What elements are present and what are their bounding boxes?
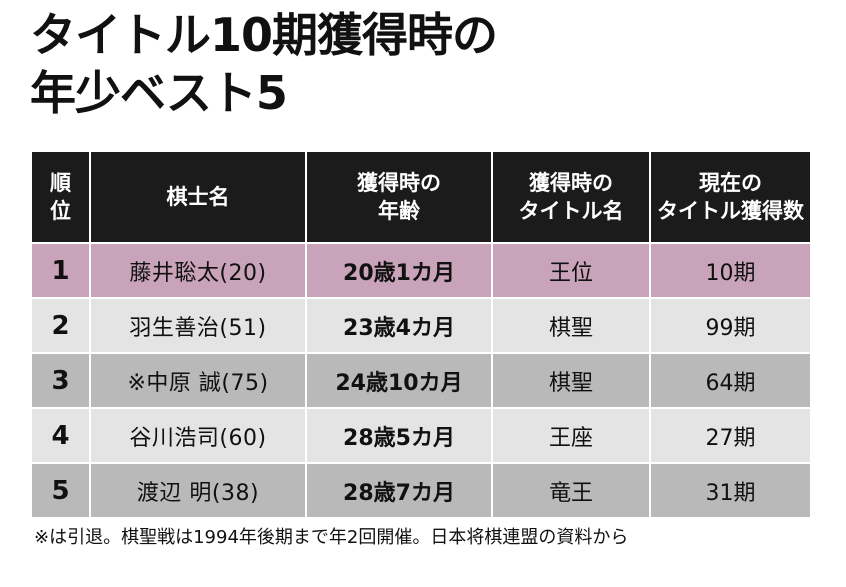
count-cell: 10期 bbox=[650, 242, 810, 298]
title-cell: 王位 bbox=[492, 242, 651, 298]
header-age-line-2: 年齢 bbox=[378, 199, 420, 223]
age-cell: 23歳4カ月 bbox=[306, 297, 493, 353]
title-cell: 王座 bbox=[492, 407, 651, 463]
header-player-name: 棋士名 bbox=[90, 152, 307, 243]
table-header: 順 位 棋士名 獲得時の 年齢 獲得時の タイトル名 現在の タイトル獲得数 bbox=[32, 152, 810, 243]
header-player-name-line-1: 棋士名 bbox=[166, 185, 230, 209]
rank-cell: 1 bbox=[32, 242, 91, 298]
rank-cell: 3 bbox=[32, 352, 91, 408]
title-cell: 棋聖 bbox=[492, 297, 651, 353]
count-cell: 99期 bbox=[650, 297, 810, 353]
age-cell: 28歳5カ月 bbox=[306, 407, 493, 463]
header-age-line-1: 獲得時の bbox=[357, 171, 441, 195]
header-title-line-1: 獲得時の bbox=[529, 171, 613, 195]
rank-cell: 2 bbox=[32, 297, 91, 353]
header-title-at-acquisition: 獲得時の タイトル名 bbox=[492, 152, 651, 243]
age-cell: 28歳7カ月 bbox=[306, 462, 493, 517]
player-name-cell: 藤井聡太(20) bbox=[90, 242, 307, 298]
header-age-at-acquisition: 獲得時の 年齢 bbox=[306, 152, 493, 243]
player-name-cell: ※中原 誠(75) bbox=[90, 352, 307, 408]
title-line-1: タイトル10期獲得時の bbox=[30, 8, 498, 62]
table-body: 1 藤井聡太(20) 20歳1カ月 王位 10期 2 羽生善治(51) 23歳4… bbox=[32, 242, 810, 517]
rank-cell: 4 bbox=[32, 407, 91, 463]
title-cell: 竜王 bbox=[492, 462, 651, 517]
header-rank-line-1: 順 bbox=[50, 171, 71, 195]
header-rank-line-2: 位 bbox=[50, 199, 71, 223]
count-cell: 27期 bbox=[650, 407, 810, 463]
table-row: 4 谷川浩司(60) 28歳5カ月 王座 27期 bbox=[32, 407, 810, 463]
table-row: 1 藤井聡太(20) 20歳1カ月 王位 10期 bbox=[32, 242, 810, 298]
ranking-table: 順 位 棋士名 獲得時の 年齢 獲得時の タイトル名 現在の タイトル獲得数 1… bbox=[32, 152, 810, 517]
header-current-title-count: 現在の タイトル獲得数 bbox=[650, 152, 810, 243]
rank-cell: 5 bbox=[32, 462, 91, 517]
header-title-line-2: タイトル名 bbox=[518, 199, 624, 223]
header-count-line-2: タイトル獲得数 bbox=[657, 199, 804, 223]
title-line-2: 年少ベスト5 bbox=[30, 66, 288, 120]
age-cell: 24歳10カ月 bbox=[306, 352, 493, 408]
age-cell: 20歳1カ月 bbox=[306, 242, 493, 298]
title-cell: 棋聖 bbox=[492, 352, 651, 408]
header-rank: 順 位 bbox=[32, 152, 91, 243]
player-name-cell: 渡辺 明(38) bbox=[90, 462, 307, 517]
table-row: 2 羽生善治(51) 23歳4カ月 棋聖 99期 bbox=[32, 297, 810, 353]
header-row: 順 位 棋士名 獲得時の 年齢 獲得時の タイトル名 現在の タイトル獲得数 bbox=[32, 152, 810, 243]
table-row: 3 ※中原 誠(75) 24歳10カ月 棋聖 64期 bbox=[32, 352, 810, 408]
player-name-cell: 羽生善治(51) bbox=[90, 297, 307, 353]
footnote: ※は引退。棋聖戦は1994年後期まで年2回開催。日本将棋連盟の資料から bbox=[34, 527, 629, 548]
count-cell: 31期 bbox=[650, 462, 810, 517]
player-name-cell: 谷川浩司(60) bbox=[90, 407, 307, 463]
table-row: 5 渡辺 明(38) 28歳7カ月 竜王 31期 bbox=[32, 462, 810, 517]
count-cell: 64期 bbox=[650, 352, 810, 408]
header-count-line-1: 現在の bbox=[699, 171, 762, 195]
page-title: タイトル10期獲得時の 年少ベスト5 bbox=[30, 6, 830, 122]
